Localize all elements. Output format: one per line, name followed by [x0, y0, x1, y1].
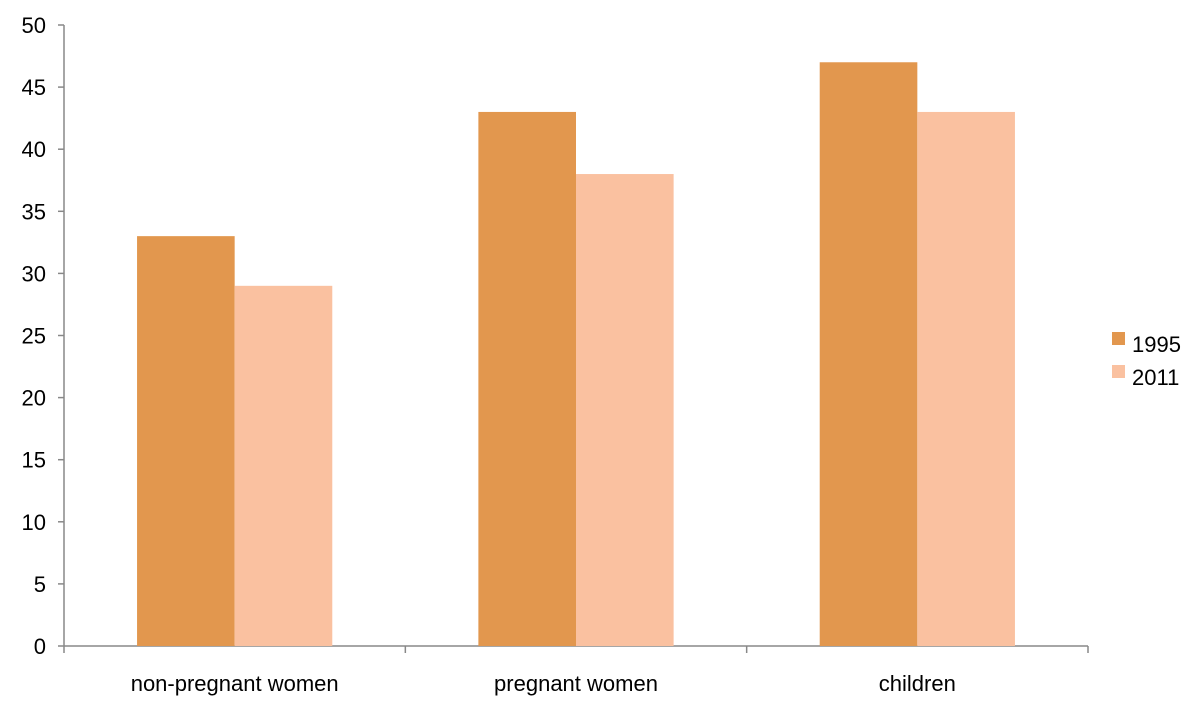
y-tick-label: 25	[22, 324, 46, 349]
y-tick-label: 5	[34, 572, 46, 597]
y-tick-label: 40	[22, 137, 46, 162]
y-axis-ticks: 0 5 10 15 20 25 30 35 40 45 50	[22, 13, 64, 659]
legend-swatch-2011	[1112, 365, 1125, 378]
bar-2011-2	[576, 174, 674, 647]
y-tick-label: 30	[22, 261, 46, 286]
x-category-label: non-pregnant women	[131, 671, 339, 696]
x-axis-ticks: non-pregnant women pregnant women children	[63, 646, 1089, 696]
y-tick-label: 20	[22, 386, 46, 411]
legend-label: 2011	[1132, 365, 1179, 390]
x-category-label: children	[879, 671, 956, 696]
y-tick-label: 35	[22, 199, 46, 224]
legend-label: 1995	[1132, 332, 1181, 357]
bar-2011-1	[234, 285, 333, 646]
y-tick-label: 10	[22, 510, 46, 535]
bar-1995-3	[819, 62, 918, 646]
y-tick-label: 45	[22, 75, 46, 100]
bars-group	[137, 62, 1015, 647]
y-tick-label: 0	[34, 634, 46, 659]
bar-1995-2	[478, 111, 576, 646]
legend-swatch-1995	[1112, 332, 1125, 345]
x-category-label: pregnant women	[494, 671, 658, 696]
y-tick-label: 50	[22, 13, 46, 38]
bar-2011-3	[917, 111, 1015, 646]
legend: 1995 2011	[1112, 332, 1181, 390]
y-tick-label: 15	[22, 448, 46, 473]
bar-1995-1	[137, 236, 235, 646]
